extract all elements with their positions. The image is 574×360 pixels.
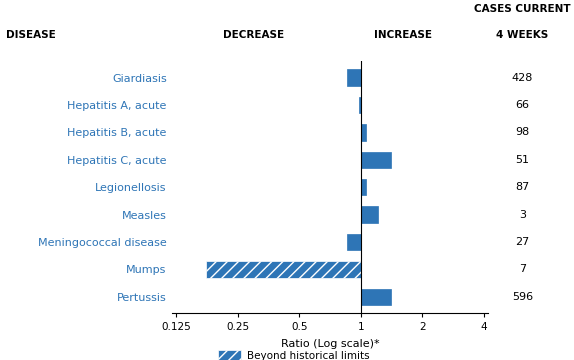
Text: 98: 98 (515, 127, 529, 138)
Text: 7: 7 (519, 264, 526, 274)
Text: DECREASE: DECREASE (223, 30, 285, 40)
Bar (361, 289, 391, 305)
Text: 428: 428 (511, 73, 533, 83)
Text: Beyond historical limits: Beyond historical limits (247, 351, 370, 360)
Text: INCREASE: INCREASE (374, 30, 432, 40)
Text: CASES CURRENT: CASES CURRENT (474, 4, 571, 14)
Text: 27: 27 (515, 237, 529, 247)
Bar (347, 69, 361, 86)
Text: 4 WEEKS: 4 WEEKS (496, 30, 549, 40)
Bar (206, 261, 361, 278)
Bar (361, 124, 366, 141)
Bar (359, 97, 361, 113)
Bar (347, 234, 361, 250)
Text: 3: 3 (519, 210, 526, 220)
Bar (361, 206, 378, 223)
Text: DISEASE: DISEASE (6, 30, 56, 40)
Text: 66: 66 (515, 100, 529, 110)
Text: 87: 87 (515, 182, 529, 192)
Bar (361, 179, 366, 195)
Bar (361, 152, 391, 168)
Text: 596: 596 (512, 292, 533, 302)
Text: 51: 51 (515, 155, 529, 165)
X-axis label: Ratio (Log scale)*: Ratio (Log scale)* (281, 339, 379, 349)
